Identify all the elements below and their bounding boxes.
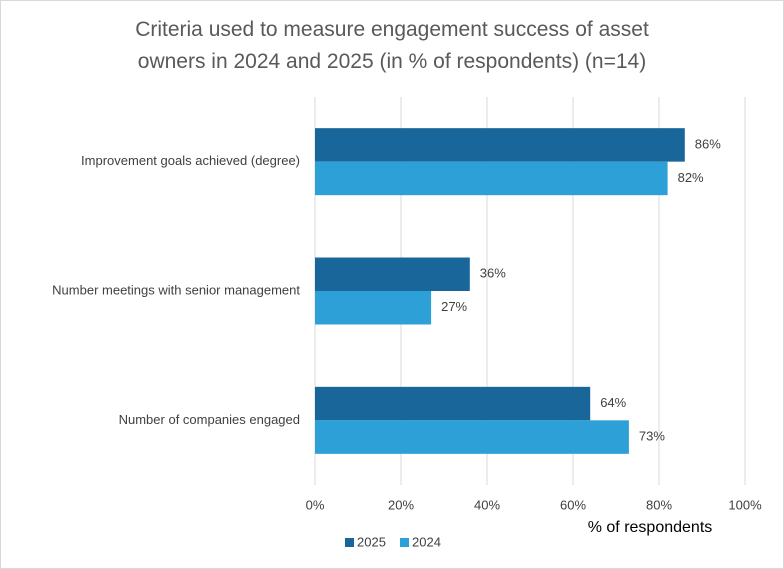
bar <box>315 128 685 162</box>
y-tick-label: Improvement goals achieved (degree) <box>81 153 300 168</box>
x-axis-title: % of respondents <box>588 519 713 536</box>
bar <box>315 291 432 325</box>
bar <box>315 161 668 196</box>
data-label: 86% <box>695 136 721 151</box>
x-tick-label: 40% <box>474 497 500 512</box>
legend-swatch <box>345 538 354 547</box>
bar <box>315 257 470 291</box>
data-label: 64% <box>600 395 626 410</box>
bar <box>315 386 591 421</box>
x-tick-label: 100% <box>728 497 762 512</box>
data-label: 27% <box>441 299 467 314</box>
legend-label: 2025 <box>357 534 386 549</box>
data-label: 36% <box>480 266 506 281</box>
y-tick-label: Number of companies engaged <box>119 412 300 427</box>
x-tick-label: 20% <box>388 497 414 512</box>
data-label: 82% <box>678 170 704 185</box>
data-label: 73% <box>639 429 665 444</box>
y-tick-label: Number meetings with senior management <box>52 282 300 297</box>
x-tick-label: 60% <box>560 497 586 512</box>
x-tick-label: 80% <box>646 497 672 512</box>
chart-title: Criteria used to measure engagement succ… <box>135 18 649 73</box>
x-tick-label: 0% <box>306 497 325 512</box>
legend-label: 2024 <box>412 534 441 549</box>
bar <box>315 420 629 454</box>
legend-swatch <box>400 538 409 547</box>
